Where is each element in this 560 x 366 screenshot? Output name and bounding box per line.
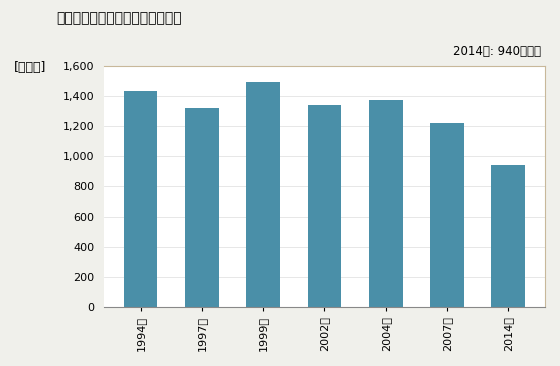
Bar bbox=[491, 165, 525, 307]
Bar bbox=[185, 108, 219, 307]
Bar bbox=[430, 123, 464, 307]
Text: 2014年: 940事業所: 2014年: 940事業所 bbox=[452, 45, 540, 59]
Y-axis label: [事業所]: [事業所] bbox=[14, 61, 46, 74]
Bar bbox=[307, 105, 341, 307]
Bar bbox=[369, 100, 403, 307]
Text: 飲食料品卸売業の事業所数の推移: 飲食料品卸売業の事業所数の推移 bbox=[56, 11, 181, 25]
Bar bbox=[124, 92, 157, 307]
Bar bbox=[246, 82, 280, 307]
